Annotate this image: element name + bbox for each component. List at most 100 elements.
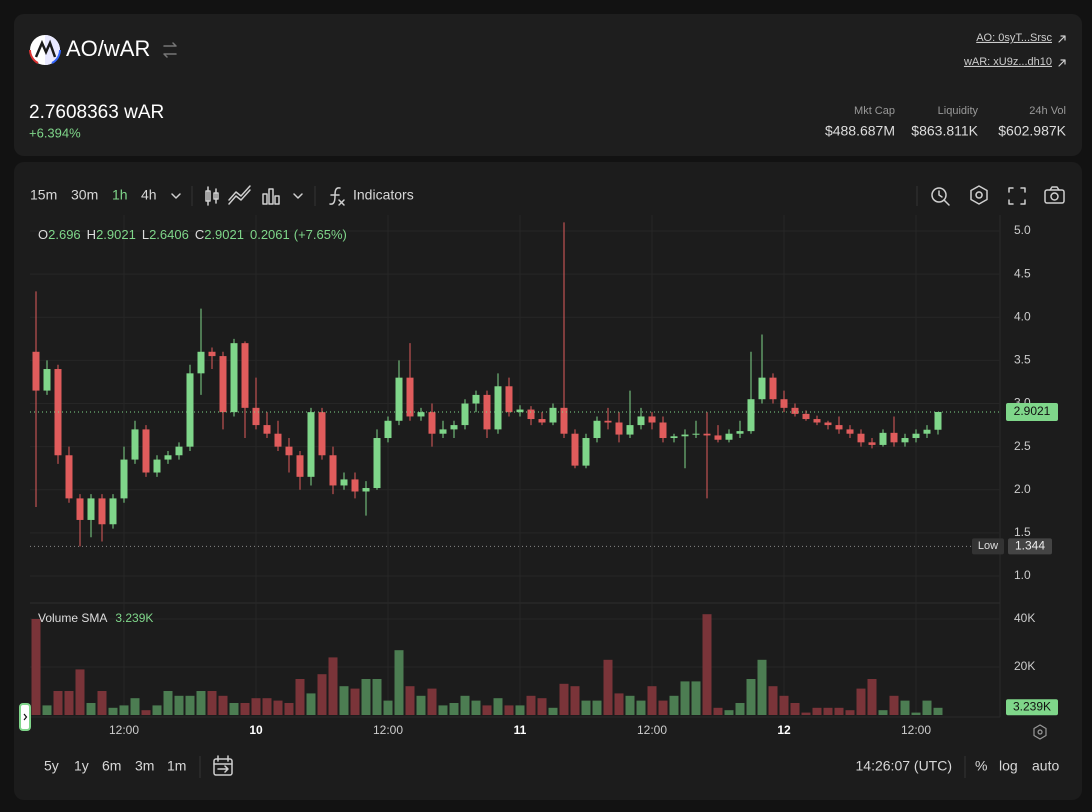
candle-body [362, 488, 370, 492]
volume-bar [394, 650, 404, 715]
scale-option[interactable]: auto [1032, 758, 1059, 774]
stat-label: Liquidity [938, 105, 979, 117]
low-value-label: 1.344 [1015, 539, 1045, 553]
volume-bar [119, 705, 129, 715]
candle-body [252, 407, 260, 426]
low-badge [972, 538, 1004, 555]
volume-bar [889, 695, 899, 715]
scale-option[interactable]: log [999, 758, 1018, 774]
indicators-button[interactable]: Indicators [353, 187, 414, 203]
screenshot-icon[interactable] [1044, 186, 1065, 204]
volume-bar [691, 681, 701, 715]
low-value-badge [1008, 538, 1052, 555]
volume-bar [317, 674, 327, 715]
candle-body [791, 407, 799, 414]
candle-body [439, 429, 447, 434]
interval-button[interactable]: 1h [112, 187, 128, 203]
candle-body [648, 416, 656, 423]
candle-body [670, 436, 678, 439]
line-icon[interactable] [228, 185, 251, 205]
legend-key: L [142, 227, 149, 242]
fullscreen-icon[interactable] [1008, 187, 1026, 205]
chart-type-dropdown[interactable] [293, 193, 303, 199]
volume-bar [449, 703, 459, 715]
candle-body [747, 399, 755, 432]
candle-body [219, 356, 227, 413]
pane-handle[interactable] [19, 703, 31, 731]
volume-bar [548, 707, 558, 715]
volume-bar [680, 681, 690, 715]
volume-sma-badge [1006, 699, 1058, 716]
date-range-icon[interactable] [213, 755, 233, 776]
range-button[interactable]: 1y [74, 758, 89, 774]
candle-body [164, 455, 172, 460]
volume-bar [724, 710, 734, 715]
volume-bar [933, 707, 943, 715]
fx-icon[interactable] [329, 187, 345, 206]
interval-dropdown[interactable] [171, 193, 181, 199]
candle-body [131, 429, 139, 460]
volume-bar [493, 698, 503, 715]
candle-body [197, 351, 205, 374]
x-tick-label: 12:00 [109, 723, 139, 737]
range-button[interactable]: 5y [44, 758, 59, 774]
interval-button[interactable]: 30m [71, 187, 98, 203]
range-button[interactable]: 6m [102, 758, 121, 774]
clock: 14:26:07 (UTC) [856, 758, 952, 774]
scale-option[interactable]: % [975, 758, 987, 774]
volume-bar [669, 695, 679, 715]
candle-body [692, 433, 700, 435]
stat-label: 24h Vol [1029, 105, 1066, 117]
volume-bar [581, 700, 591, 715]
settings-icon[interactable] [970, 185, 988, 205]
legend-change-pct: (+7.65%) [294, 227, 347, 242]
candle-body [186, 373, 194, 447]
pair-name: AO/wAR [66, 36, 150, 61]
token-link[interactable]: AO: 0syT...Srsc [976, 32, 1052, 44]
swap-icon[interactable] [163, 42, 177, 58]
volume-bars [31, 614, 943, 715]
candle-body [230, 343, 238, 413]
volume-bar [757, 659, 767, 715]
candle-body [296, 455, 304, 477]
price: 2.7608363 wAR [29, 102, 164, 123]
range-button[interactable]: 3m [135, 758, 154, 774]
candle-body [934, 411, 942, 430]
volume-tick-label: 20K [1014, 659, 1035, 673]
range-button[interactable]: 1m [167, 758, 186, 774]
volume-legend: Volume SMA 3.239K [38, 611, 153, 625]
volume-bar [878, 710, 888, 715]
candle-body [549, 407, 557, 423]
candle-body [582, 438, 590, 466]
volume-bar [163, 691, 173, 715]
low-label: Low [978, 540, 998, 552]
candle-body [428, 412, 436, 434]
candles [32, 222, 942, 547]
axis-settings-icon[interactable] [1033, 724, 1047, 740]
volume-bar [746, 679, 756, 715]
header-card [14, 14, 1082, 156]
candle-body [373, 438, 381, 489]
candle-body [901, 438, 909, 443]
candle-body [560, 407, 568, 434]
volume-bar [867, 679, 877, 715]
candle-body [142, 429, 150, 473]
token-link[interactable]: wAR: xU9z...dh10 [963, 56, 1052, 68]
volume-bar [328, 657, 338, 715]
volume-bar [251, 698, 261, 715]
stat-value: $602.987K [998, 123, 1066, 139]
volume-bar [570, 686, 580, 715]
x-tick-label: 11 [514, 723, 527, 737]
bars-icon[interactable] [262, 188, 280, 205]
candles-icon[interactable] [205, 186, 219, 206]
volume-bar [735, 703, 745, 715]
candle-body [824, 422, 832, 426]
candle-body [87, 498, 95, 520]
external-link-icon [1058, 59, 1066, 67]
interval-button[interactable]: 4h [141, 187, 157, 203]
candle-body [43, 369, 51, 391]
interval-button[interactable]: 15m [30, 187, 57, 203]
replay-icon[interactable] [931, 187, 950, 206]
volume-bar [471, 700, 481, 715]
